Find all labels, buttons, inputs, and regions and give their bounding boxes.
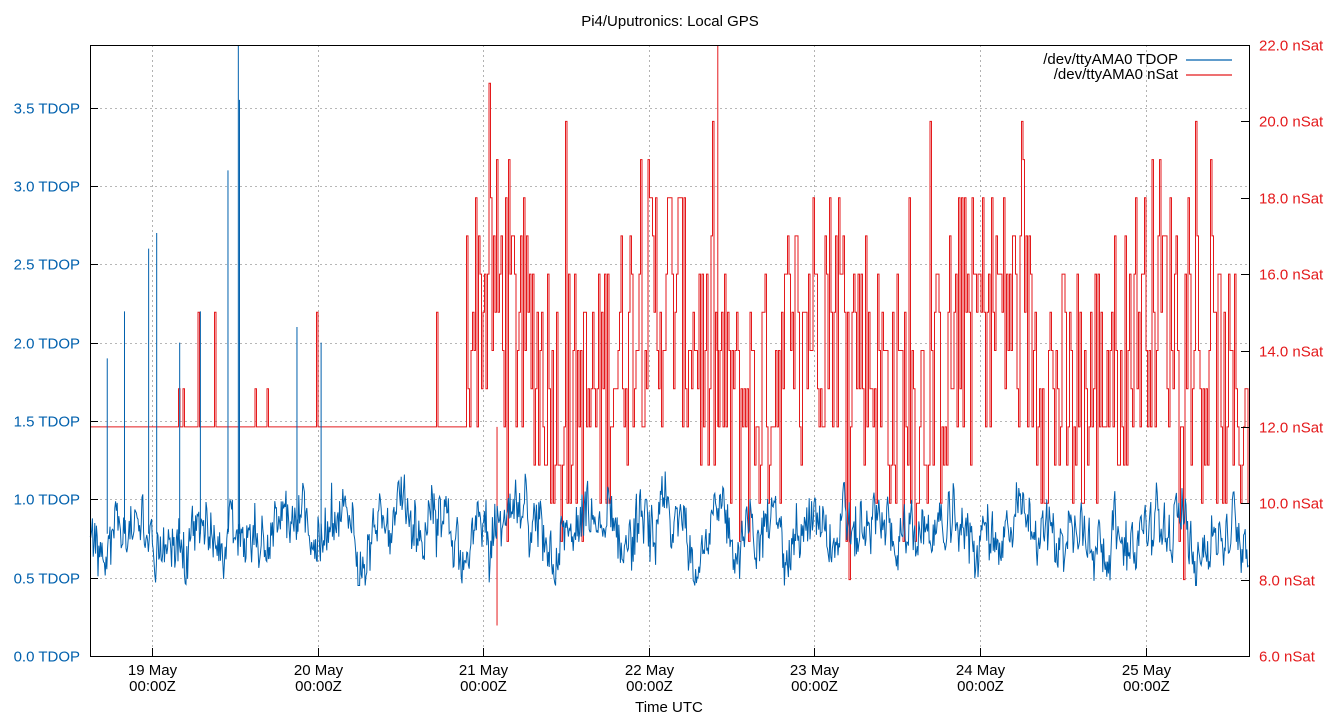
x-tick-date: 21 May [459, 662, 509, 679]
left-axis-ticks: 0.0 TDOP 0.5 TDOP 1.0 TDOP 1.5 TDOP 2.0 TDOP… [14, 101, 98, 666]
right-tick-label: 10.0 nSat [1259, 496, 1324, 513]
left-tick-label: 2.5 TDOP [14, 257, 80, 274]
right-tick-label: 6.0 nSat [1259, 649, 1316, 666]
x-tick-time: 00:00Z [626, 678, 673, 695]
legend-entry-tdop: /dev/ttyAMA0 TDOP [1043, 51, 1178, 68]
x-tick-date: 23 May [790, 662, 840, 679]
left-tick-label: 2.0 TDOP [14, 336, 80, 353]
tdop-line-path [89, 471, 1249, 586]
grid-lines [90, 45, 1249, 656]
plot-border [90, 45, 1250, 657]
right-tick-label: 16.0 nSat [1259, 267, 1324, 284]
left-tick-label: 1.0 TDOP [14, 492, 80, 509]
x-tick-date: 22 May [625, 662, 675, 679]
right-tick-label: 8.0 nSat [1259, 573, 1316, 590]
legend: /dev/ttyAMA0 TDOP /dev/ttyAMA0 nSat [1043, 51, 1232, 83]
x-tick-time: 00:00Z [1123, 678, 1170, 695]
right-tick-label: 18.0 nSat [1259, 191, 1324, 208]
left-tick-label: 1.5 TDOP [14, 414, 80, 431]
nsat-line-path [90, 82, 1249, 581]
x-tick-time: 00:00Z [460, 678, 507, 695]
right-tick-label: 22.0 nSat [1259, 38, 1324, 55]
left-tick-label: 0.5 TDOP [14, 571, 80, 588]
chart-title: Pi4/Uputronics: Local GPS [581, 13, 759, 30]
x-tick-time: 00:00Z [295, 678, 342, 695]
right-tick-label: 20.0 nSat [1259, 114, 1324, 131]
right-axis-ticks: 6.0 nSat 8.0 nSat 10.0 nSat 12.0 nSat 14.0 n… [1241, 38, 1324, 666]
x-tick-date: 20 May [294, 662, 344, 679]
x-tick-date: 19 May [128, 662, 178, 679]
x-tick-date: 24 May [956, 662, 1006, 679]
x-axis-label: Time UTC [635, 699, 703, 716]
right-tick-label: 14.0 nSat [1259, 344, 1324, 361]
left-tick-label: 0.0 TDOP [14, 649, 80, 666]
right-tick-label: 12.0 nSat [1259, 420, 1324, 437]
left-tick-label: 3.0 TDOP [14, 179, 80, 196]
x-tick-time: 00:00Z [791, 678, 838, 695]
legend-entry-nsat: /dev/ttyAMA0 nSat [1054, 66, 1179, 83]
x-tick-date: 25 May [1122, 662, 1172, 679]
x-tick-time: 00:00Z [957, 678, 1004, 695]
x-tick-time: 00:00Z [129, 678, 176, 695]
left-tick-label: 3.5 TDOP [14, 101, 80, 118]
series-tdop-line [89, 45, 1249, 586]
